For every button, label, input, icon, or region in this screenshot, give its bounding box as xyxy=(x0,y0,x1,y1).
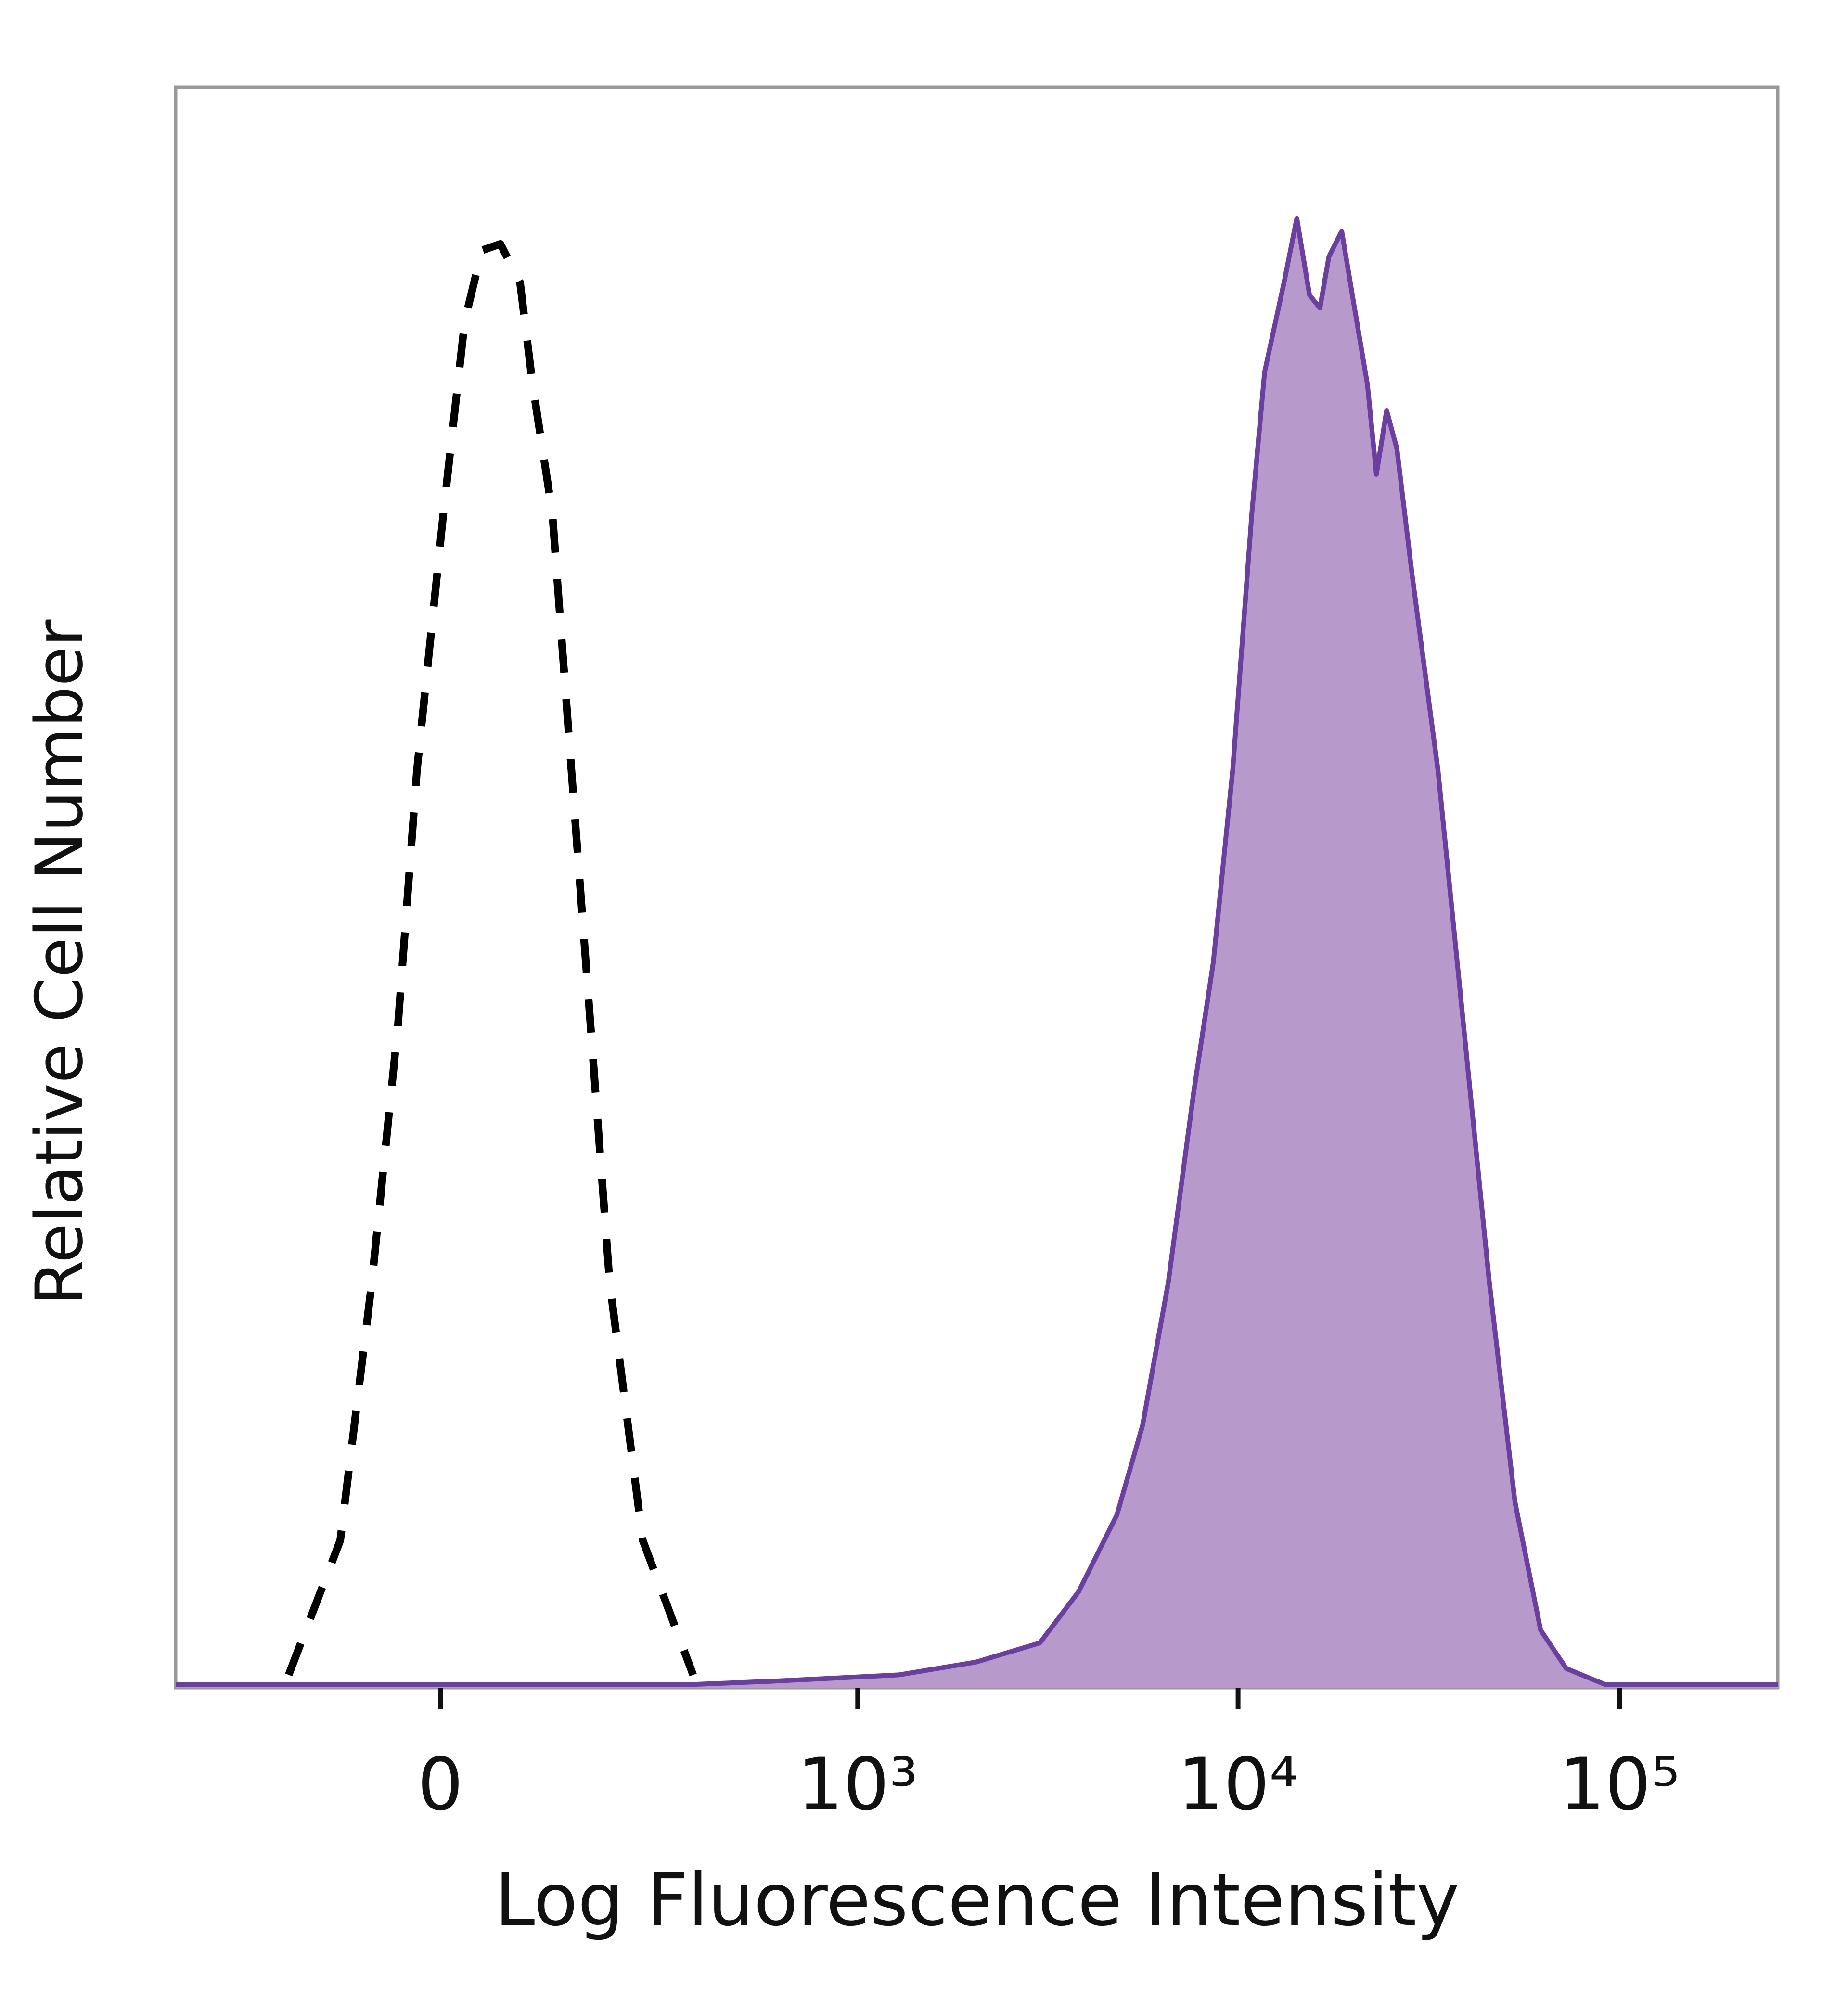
histogram-line xyxy=(176,216,1778,1687)
x-tick-label: 10³ xyxy=(797,1743,918,1827)
histogram-line xyxy=(285,240,697,1677)
histogram-area xyxy=(176,218,1778,1688)
plot-frame xyxy=(174,85,1780,1690)
x-tick-label: 10⁵ xyxy=(1559,1743,1680,1827)
y-axis-label: Relative Cell Number xyxy=(22,619,97,1305)
x-tick-label: 0 xyxy=(417,1743,463,1827)
x-tick-label: 10⁴ xyxy=(1178,1743,1298,1827)
x-axis-label: Log Fluorescence Intensity xyxy=(495,1859,1459,1942)
